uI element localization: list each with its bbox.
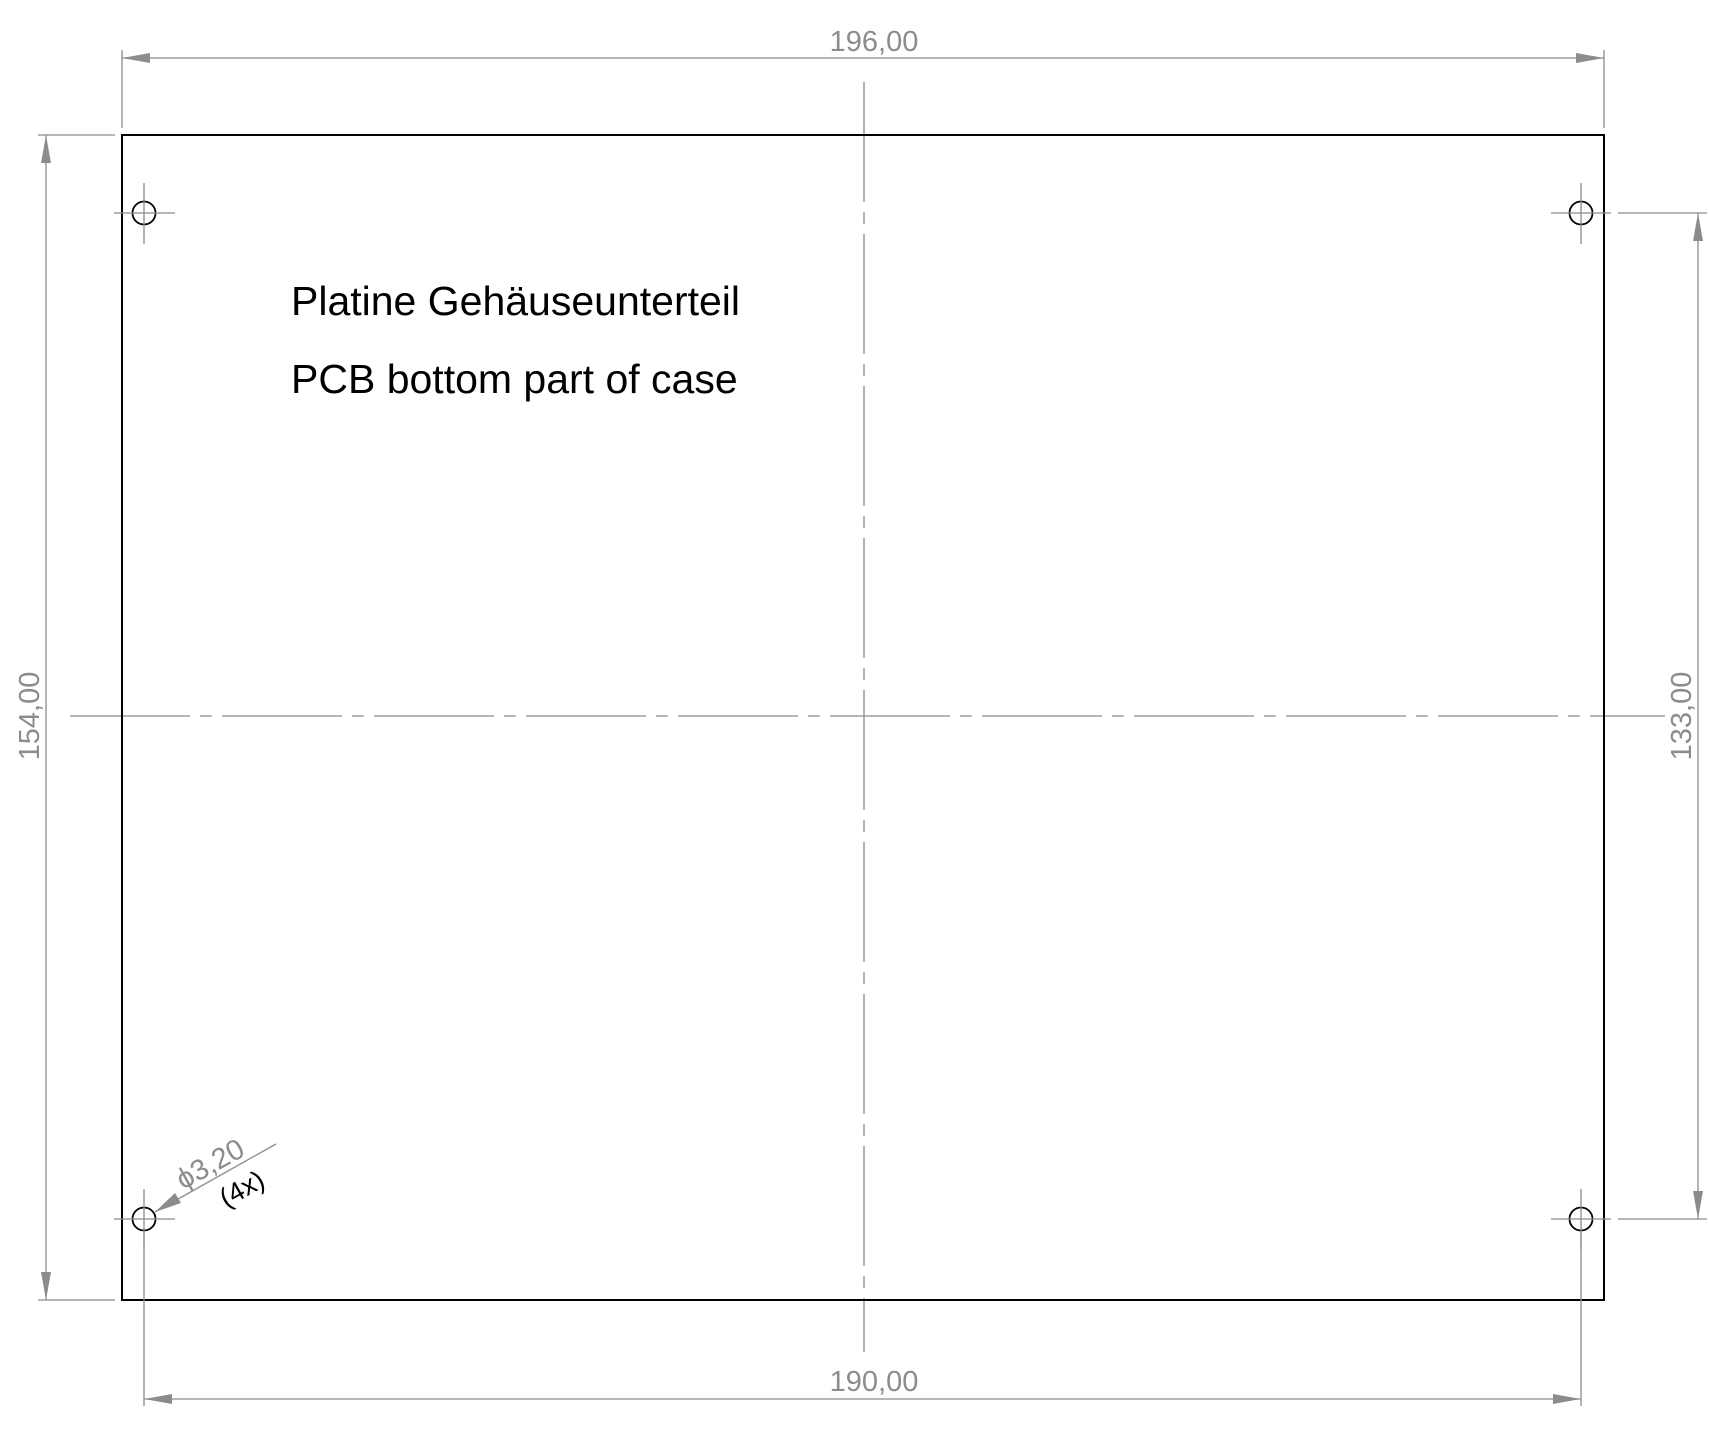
arrowhead-left [144, 1394, 172, 1404]
arrowhead-right [1576, 53, 1604, 63]
arrowhead-top [41, 135, 51, 163]
leader-arrowhead [155, 1193, 181, 1212]
mounting-hole-top-left [114, 183, 175, 244]
dimension-overall-width: 196,00 [121, 26, 1605, 128]
arrowhead-right [1553, 1394, 1581, 1404]
hole-spacing-y-label: 133,00 [1666, 672, 1698, 761]
dimension-hole-spacing-x: 190,00 [143, 1232, 1582, 1406]
title-english: PCB bottom part of case [291, 356, 738, 402]
arrowhead-bottom [1693, 1191, 1703, 1219]
hole-diameter-callout: ϕ3,20 (4x) [154, 1133, 277, 1213]
dimension-overall-height: 154,00 [14, 134, 115, 1301]
hole-spacing-x-label: 190,00 [830, 1366, 919, 1398]
overall-height-label: 154,00 [14, 672, 46, 761]
pcb-outline [121, 134, 1605, 1301]
overall-width-label: 196,00 [830, 26, 919, 58]
arrowhead-left [122, 53, 150, 63]
title-german: Platine Gehäuseunterteil [291, 278, 740, 324]
arrowhead-bottom [41, 1272, 51, 1300]
mounting-hole-top-right [1551, 183, 1611, 244]
dimension-hole-spacing-y: 133,00 [1618, 212, 1707, 1220]
arrowhead-top [1693, 213, 1703, 241]
